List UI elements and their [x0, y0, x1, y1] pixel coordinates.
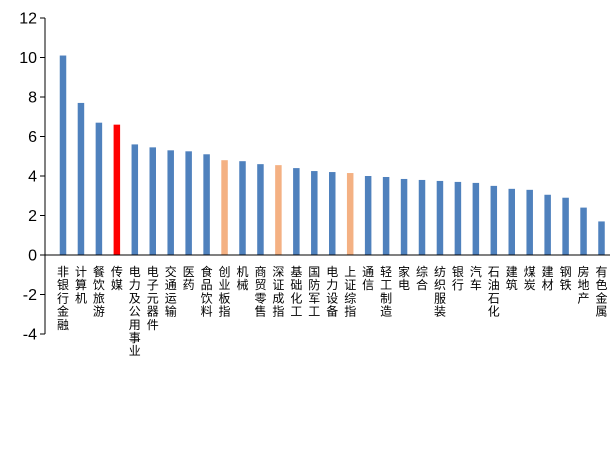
category-label: 房地产 [578, 264, 590, 305]
axes [40, 17, 610, 335]
bar-30 [580, 207, 587, 255]
category-label: 石油石化 [488, 265, 500, 319]
bar-21 [418, 179, 426, 255]
bar-23 [454, 181, 462, 255]
bar-12 [257, 164, 264, 255]
bar-24 [472, 182, 480, 255]
bar-2 [77, 102, 85, 256]
bar-20 [400, 178, 408, 255]
category-label: 煤炭 [524, 265, 536, 292]
bar-18 [364, 176, 372, 255]
category-label: 基础化工 [290, 265, 302, 319]
category-label: 非银行金融 [57, 265, 69, 332]
bar-31 [598, 221, 605, 255]
bar-13 [275, 165, 282, 255]
y-tick-label: 10 [19, 50, 37, 67]
bar-15 [311, 171, 318, 255]
category-label: 深证成指 [272, 265, 284, 319]
bar-6 [149, 147, 156, 255]
bar-27 [526, 189, 533, 255]
bar-4 [113, 124, 121, 256]
category-label: 交通运输 [165, 264, 177, 319]
category-label: 汽车 [470, 264, 482, 292]
bars-layer [59, 55, 605, 256]
bar-3 [95, 122, 103, 256]
bar-28 [544, 194, 551, 255]
category-label: 医药 [183, 265, 195, 292]
y-tick-label: 12 [19, 11, 37, 28]
category-label: 机械 [236, 265, 248, 292]
bar-10 [221, 160, 228, 255]
category-label: 电力设备 [326, 265, 338, 319]
bar-8 [185, 151, 192, 255]
category-label: 轻工制造 [380, 265, 392, 319]
y-tick-label: 2 [28, 208, 37, 225]
category-label: 传媒 [111, 264, 123, 292]
y-tick-label: 0 [28, 248, 37, 265]
bar-14 [293, 168, 300, 255]
category-label: 国防军工 [308, 265, 320, 319]
category-label: 上证综指 [344, 265, 356, 319]
category-label: 商贸零售 [254, 264, 266, 319]
bar-1 [59, 55, 67, 255]
category-label: 餐饮旅游 [93, 264, 105, 319]
bar-9 [203, 154, 210, 255]
category-label: 计算机 [75, 265, 87, 305]
category-label: 银行 [452, 265, 464, 292]
x-axis-category-labels: 非银行金融计算机餐饮旅游传媒电力及公用事业电子元器件交通运输医药食品饮料创业板指… [57, 264, 608, 358]
category-label: 综合 [416, 265, 428, 292]
bar-25 [490, 185, 498, 256]
category-label: 有色金属 [595, 265, 607, 319]
y-tick-label: 6 [28, 129, 37, 146]
category-label: 建材 [542, 265, 554, 292]
bar-11 [239, 161, 246, 255]
category-label: 电子元器件 [147, 265, 159, 332]
bar-16 [329, 172, 336, 255]
category-label: 钢铁 [560, 265, 572, 292]
y-tick-label: 8 [28, 90, 37, 107]
y-tick-label: -4 [23, 327, 37, 344]
bar-29 [562, 197, 569, 255]
category-label: 家电 [398, 264, 410, 292]
category-label: 创业板指 [219, 265, 231, 319]
category-label: 通信 [362, 265, 374, 292]
bar-5 [131, 144, 139, 255]
y-axis-tick-labels: -4 -2 0 2 4 6 8 10 12 [19, 11, 37, 344]
y-tick-label: 4 [28, 169, 37, 186]
bar-26 [508, 188, 515, 255]
bar-7 [167, 150, 174, 255]
bar-22 [436, 180, 444, 255]
bar-17 [346, 173, 354, 255]
category-label: 建筑 [506, 265, 518, 292]
category-label: 电力及公用事业 [129, 265, 141, 358]
category-label: 纺织服装 [434, 265, 446, 319]
category-label: 食品饮料 [201, 264, 213, 319]
y-tick-label: -2 [23, 287, 37, 304]
bar-19 [382, 176, 390, 255]
